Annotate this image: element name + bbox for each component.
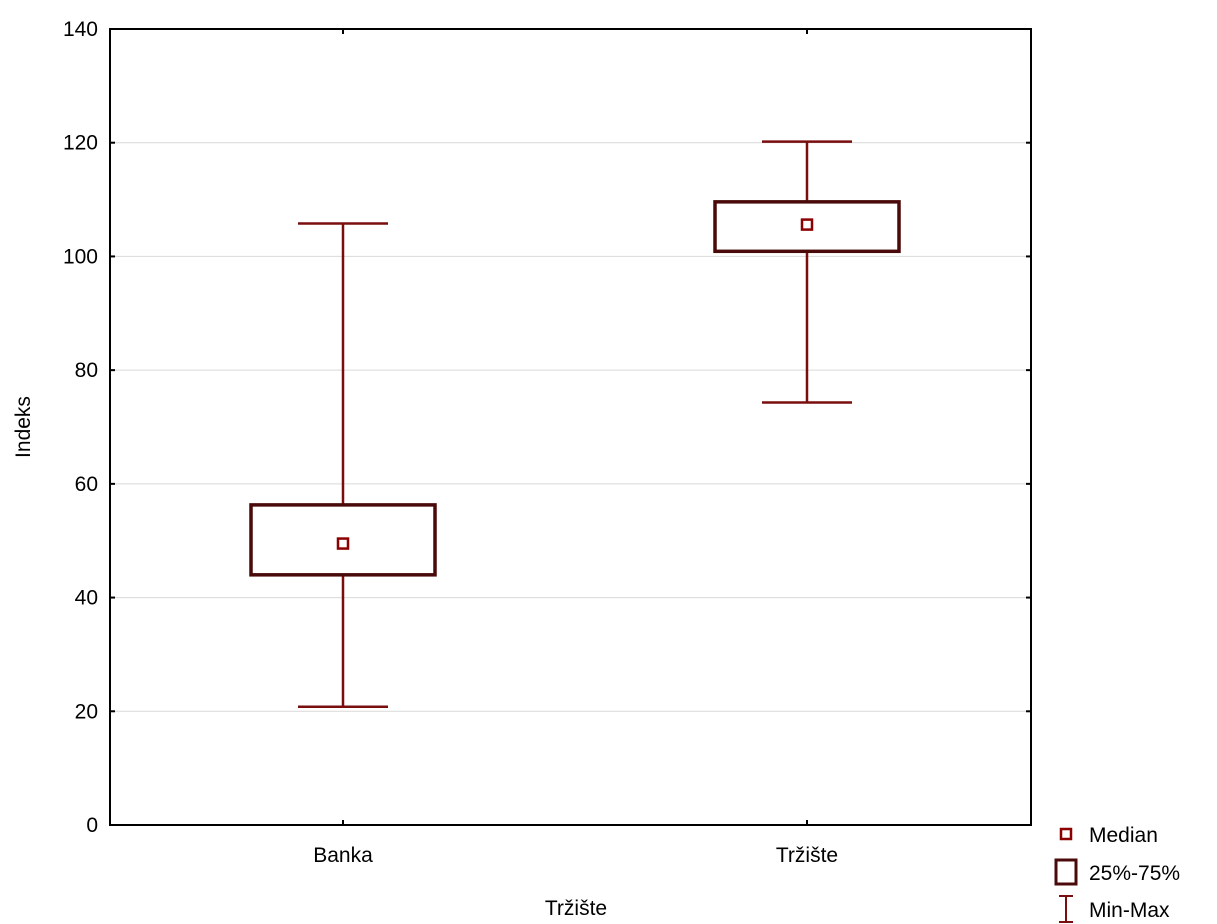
legend: Median 25%-75% Min-Max xyxy=(1054,824,1180,923)
legend-box-icon xyxy=(1054,858,1078,886)
iqr-box xyxy=(249,503,437,577)
y-axis-title: Indeks xyxy=(12,396,35,458)
x-axis: Banka Tržište xyxy=(313,29,838,867)
plot-frame xyxy=(109,28,1032,826)
y-tick-label: 20 xyxy=(75,700,98,723)
box-banka xyxy=(249,222,437,708)
box-series xyxy=(249,140,901,708)
legend-label: 25%-75% xyxy=(1089,862,1180,885)
y-tick-label: 120 xyxy=(63,132,98,155)
y-tick-label: 40 xyxy=(75,587,98,610)
y-tick-label: 80 xyxy=(75,359,98,382)
legend-label: Median xyxy=(1089,824,1158,847)
median-marker xyxy=(336,537,350,550)
y-tick-label: 100 xyxy=(63,245,98,268)
y-tick-label: 140 xyxy=(63,18,98,41)
box-tržište xyxy=(713,140,901,404)
y-tick-label: 60 xyxy=(75,473,98,496)
y-axis: 0 20 40 60 80 100 120 140 xyxy=(63,18,1031,837)
y-tick-label: 0 xyxy=(86,814,98,837)
median-marker xyxy=(800,218,814,231)
legend-label: Min-Max xyxy=(1089,899,1170,922)
legend-median-icon xyxy=(1059,827,1073,841)
x-tick-label: Tržište xyxy=(776,844,838,867)
iqr-box xyxy=(713,200,901,254)
x-tick-label: Banka xyxy=(313,844,373,867)
x-axis-title: Tržište xyxy=(545,897,607,920)
grid-lines xyxy=(110,142,1031,712)
